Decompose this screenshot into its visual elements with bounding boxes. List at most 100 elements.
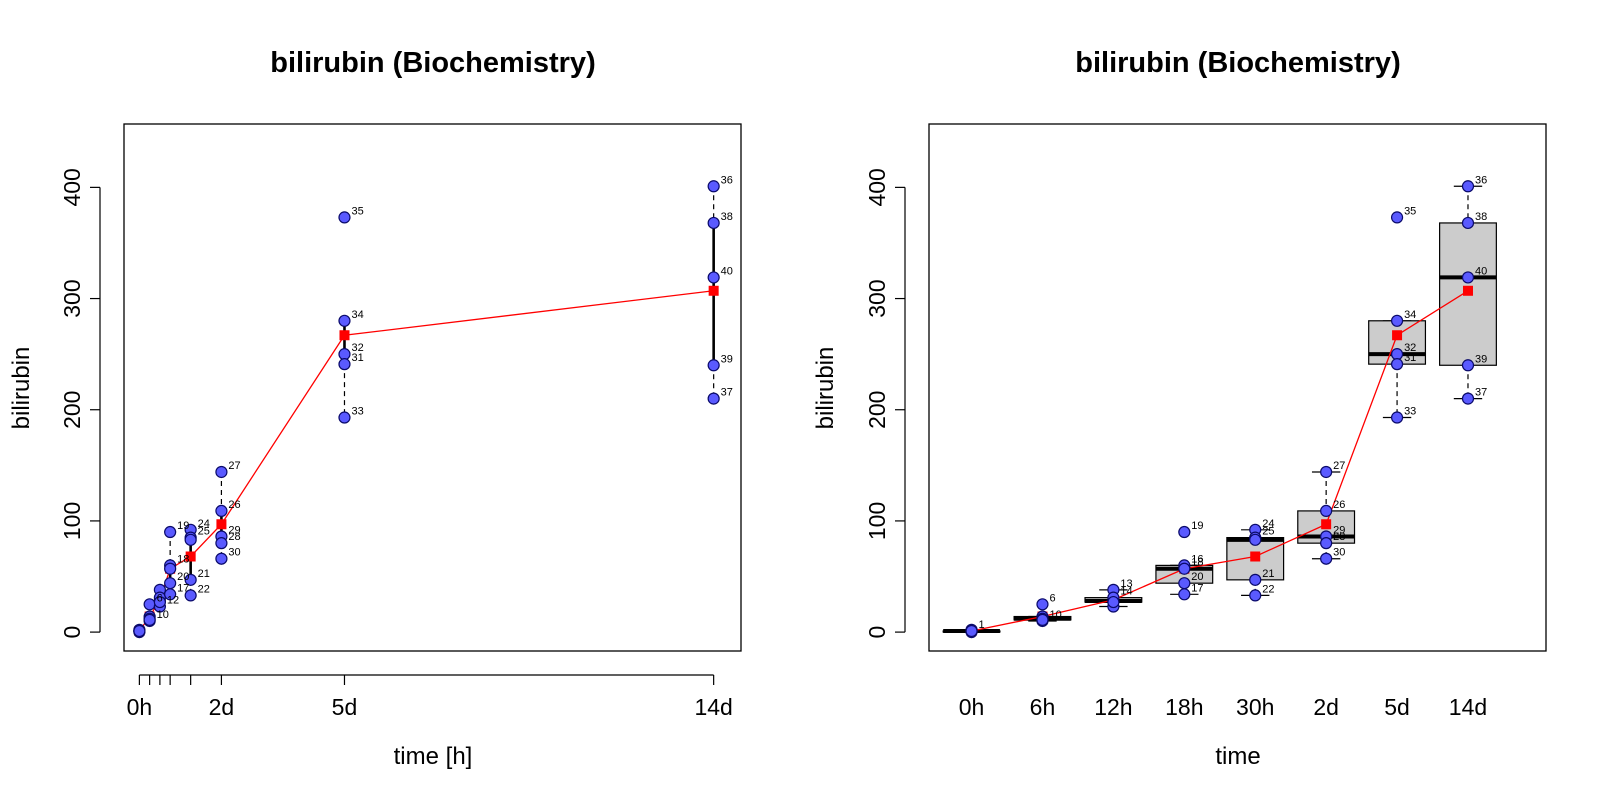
y-tick-label: 0	[864, 626, 890, 639]
point-label: 35	[351, 205, 363, 217]
y-tick-label: 0	[59, 626, 85, 639]
y-tick-label: 300	[59, 279, 85, 317]
x-tick-label: 18h	[1165, 694, 1203, 720]
data-point	[1036, 598, 1049, 611]
right-points	[965, 180, 1475, 639]
point-label: 31	[1404, 352, 1416, 364]
point-label: 19	[1191, 520, 1203, 532]
data-point	[1320, 552, 1333, 565]
y-tick-label: 200	[59, 391, 85, 429]
point-label: 40	[721, 265, 733, 277]
data-point	[164, 588, 177, 601]
point-label: 24	[198, 518, 210, 530]
y-tick-label: 100	[59, 502, 85, 540]
data-point	[1390, 211, 1404, 224]
right-point-labels: 1610131419161820172425212227262928303534…	[979, 174, 1488, 631]
point-label: 33	[1404, 406, 1416, 418]
data-point	[215, 537, 228, 550]
point-label: 28	[1333, 531, 1345, 543]
point-label: 6	[1049, 592, 1055, 604]
mean-polyline	[138, 290, 714, 632]
data-point	[1390, 358, 1404, 371]
data-point	[707, 392, 720, 405]
right-chart-title: bilirubin (Biochemistry)	[1075, 47, 1400, 79]
mean-marker	[1462, 285, 1473, 296]
data-point	[1461, 359, 1475, 372]
data-point	[215, 504, 228, 518]
point-label: 1	[979, 619, 985, 631]
data-point	[1178, 562, 1191, 575]
data-point	[164, 562, 177, 575]
point-label: 17	[177, 582, 189, 594]
data-point	[1390, 348, 1404, 361]
data-point	[707, 359, 720, 372]
boxplot-panel: bilirubin (Biochemistry) 0 100 200 300 400 0h…	[812, 47, 1547, 770]
x-tick-label: 0h	[959, 694, 985, 720]
point-label: 14	[1120, 586, 1132, 598]
point-label: 24	[1262, 518, 1274, 530]
data-point	[707, 271, 720, 284]
data-point	[1320, 537, 1333, 550]
point-label: 26	[228, 499, 240, 511]
y-tick-label: 200	[864, 391, 890, 429]
data-point	[184, 533, 197, 546]
point-label: 38	[721, 211, 733, 223]
point-label: 22	[1262, 583, 1274, 595]
point-label: 30	[1333, 547, 1345, 559]
left-points	[133, 180, 720, 639]
data-point	[1320, 465, 1333, 479]
data-point	[1320, 504, 1333, 518]
mean-polyline	[971, 290, 1469, 632]
point-label: 16	[1191, 553, 1203, 565]
point-label: 21	[198, 568, 210, 580]
data-point	[1461, 216, 1475, 230]
point-label: 34	[1404, 309, 1416, 321]
data-point	[143, 613, 156, 626]
data-point	[338, 411, 351, 424]
y-tick-label: 300	[864, 279, 890, 317]
left-axes: 0 100 200 300 400 0h 2d 5d 14d	[59, 168, 733, 720]
point-label: 38	[1475, 211, 1487, 223]
data-point	[1249, 573, 1262, 586]
data-point	[338, 314, 351, 327]
data-point	[1461, 271, 1475, 284]
point-label: 36	[721, 174, 733, 186]
mean-marker	[708, 285, 719, 296]
mean-marker	[1392, 330, 1403, 341]
point-label: 21	[1262, 568, 1274, 580]
data-point	[164, 525, 177, 539]
point-label: 39	[721, 353, 733, 365]
point-label: 40	[1475, 265, 1487, 277]
point-label: 22	[198, 583, 210, 595]
right-axes: 0 100 200 300 400 0h 6h 12h 18h 30h 2d 5d 14d	[864, 168, 1487, 720]
point-label: 32	[351, 342, 363, 354]
x-tick-label: 0h	[127, 694, 153, 720]
point-label: 39	[1475, 353, 1487, 365]
data-point	[1461, 180, 1475, 193]
right-x-axis-label: time	[1215, 743, 1260, 770]
data-point	[1107, 595, 1120, 609]
data-point	[164, 577, 177, 590]
mean-marker	[339, 330, 350, 341]
data-point	[707, 180, 720, 193]
data-point	[215, 552, 228, 565]
mean-marker	[1321, 519, 1332, 530]
left-chart-title: bilirubin (Biochemistry)	[270, 47, 595, 79]
x-tick-label: 5d	[332, 694, 358, 720]
data-point	[133, 624, 146, 638]
right-mean-line	[966, 285, 1473, 636]
point-label: 32	[1404, 342, 1416, 354]
point-label: 28	[228, 531, 240, 543]
point-label: 10	[157, 609, 169, 621]
x-tick-label: 6h	[1030, 694, 1056, 720]
x-tick-label: 14d	[1449, 694, 1487, 720]
y-tick-label: 400	[59, 168, 85, 206]
data-point	[1461, 392, 1475, 405]
right-plot-frame	[928, 123, 1547, 652]
data-point	[338, 211, 351, 224]
point-label: 27	[228, 460, 240, 472]
data-point	[338, 348, 351, 361]
point-label: 13	[1120, 578, 1132, 590]
right-y-axis-label: bilirubin	[812, 347, 839, 430]
